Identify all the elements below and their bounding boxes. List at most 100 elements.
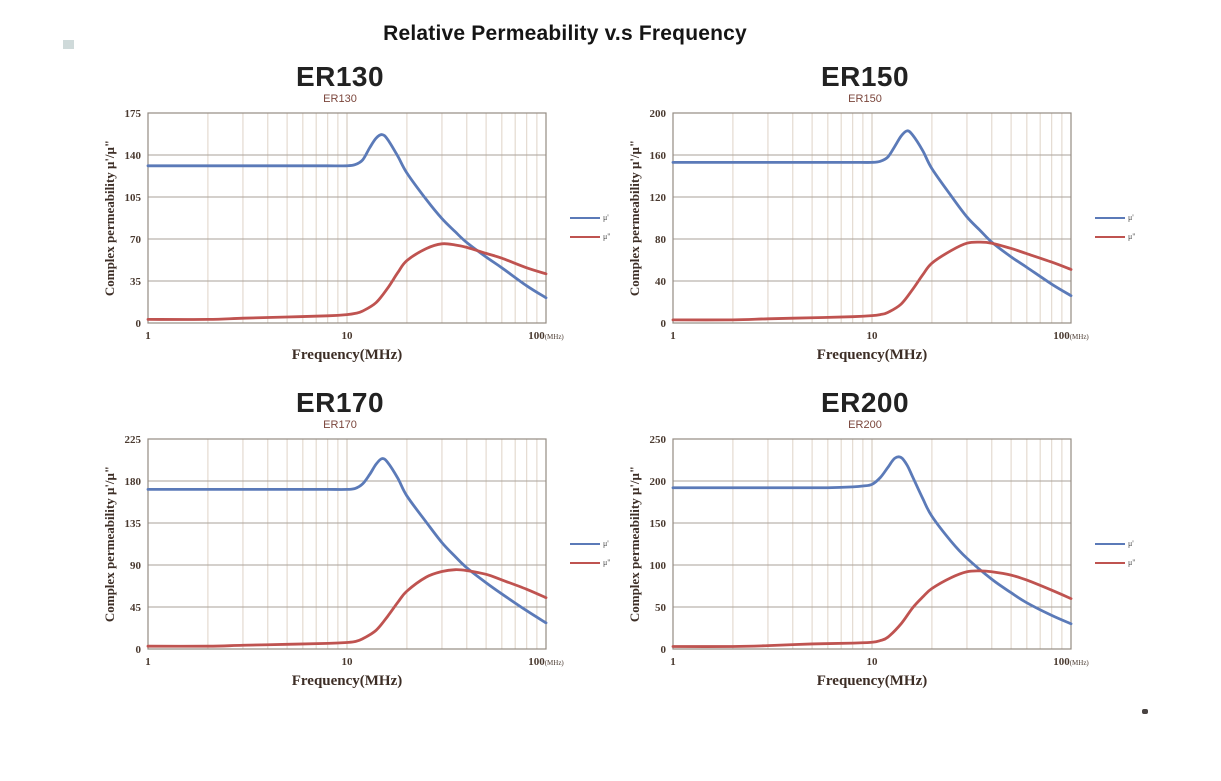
legend-label: μ": [603, 232, 611, 241]
x-tick-label: 10: [867, 330, 879, 342]
x-axis-label: Frequency(MHz): [817, 673, 928, 689]
x-tick-label: 100(MHz): [528, 656, 564, 668]
legend-label: μ": [1128, 558, 1136, 567]
y-tick-label: 70: [130, 234, 142, 246]
period-dot: [1142, 709, 1148, 714]
series-line-mu-double-prime: [671, 240, 1073, 322]
y-tick-label: 35: [130, 276, 142, 288]
legend-item-mu-double-prime: μ": [1095, 559, 1136, 567]
x-tick-label: 100(MHz): [1053, 330, 1089, 342]
series-line-mu-prime: [146, 457, 548, 625]
y-tick-label: 40: [655, 276, 667, 288]
y-tick-label: 200: [650, 476, 667, 488]
legend-label: μ": [603, 558, 611, 567]
x-tick-label: 100(MHz): [1053, 656, 1089, 668]
chart-title: ER130: [295, 61, 385, 92]
chart-legend: μ' μ": [570, 540, 611, 567]
chart-legend: μ' μ": [570, 214, 611, 241]
legend-label: μ': [603, 539, 609, 548]
chart-plot: 0 50 100 150 200 250 1 10 100(MHz) Frequency(MHz)…: [625, 433, 1105, 693]
chart-plot-svg: 0 50 100 150 200 250 1 10 100(MHz) Frequency(MHz)…: [627, 434, 1089, 689]
chart-title: ER200: [820, 387, 910, 418]
y-tick-label: 80: [655, 234, 667, 246]
chart-plot: 0 35 70 105 140 175 1 10 100(MHz) Frequency(MHz) C…: [100, 107, 580, 367]
legend-label: μ': [1128, 539, 1134, 548]
y-tick-label: 100: [650, 560, 667, 572]
y-tick-label: 180: [125, 476, 142, 488]
y-tick-label: 225: [125, 434, 142, 446]
legend-label: μ': [603, 213, 609, 222]
series-line-mu-double-prime: [146, 568, 548, 648]
chart-panel-er130: ER130 ER130 0 35 70 105 140 175 1 10 100(MHz) Fre…: [100, 62, 660, 392]
y-tick-label: 0: [661, 644, 667, 656]
legend-item-mu-double-prime: μ": [570, 559, 611, 567]
series-line-mu-double-prime: [671, 569, 1073, 648]
chart-title: ER150: [820, 61, 910, 92]
legend-item-mu-prime: μ': [570, 540, 611, 548]
series-line-mu-double-prime: [146, 242, 548, 321]
x-tick-label: 100(MHz): [528, 330, 564, 342]
plot-border: [147, 112, 547, 324]
y-tick-label: 175: [125, 108, 142, 120]
y-tick-label: 50: [655, 602, 667, 614]
chart-legend: μ' μ": [1095, 214, 1136, 241]
legend-item-mu-prime: μ': [1095, 540, 1136, 548]
chart-subtitle: ER150: [848, 93, 882, 105]
x-tick-label: 10: [342, 330, 354, 342]
chart-subtitle: ER200: [848, 419, 882, 431]
x-axis-label: Frequency(MHz): [817, 347, 928, 363]
x-axis-label: Frequency(MHz): [292, 673, 403, 689]
chart-subtitle: ER170: [323, 419, 357, 431]
chart-title: ER170: [295, 387, 385, 418]
mu-double-prime-line-icon: [1095, 236, 1125, 238]
x-tick-label: 1: [145, 330, 151, 342]
x-tick-label: 10: [342, 656, 354, 668]
chart-panel-er150: ER150 ER150 0 40 80 120 160 200 1 10 100(MHz) Fre…: [625, 62, 1185, 392]
series-line-mu-prime: [671, 455, 1073, 626]
legend-item-mu-prime: μ': [1095, 214, 1136, 222]
chart-subtitle: ER130: [323, 93, 357, 105]
y-tick-label: 150: [650, 518, 667, 530]
y-axis-label: Complex permeability μ'/μ": [102, 140, 117, 296]
y-axis-label: Complex permeability μ'/μ": [627, 466, 642, 622]
chart-plot: 0 40 80 120 160 200 1 10 100(MHz) Frequency(MHz) C…: [625, 107, 1105, 367]
y-tick-label: 160: [650, 150, 667, 162]
mu-prime-line-icon: [1095, 217, 1125, 219]
plot-border: [672, 438, 1072, 650]
y-tick-label: 135: [125, 518, 142, 530]
legend-label: μ': [1128, 213, 1134, 222]
mu-double-prime-line-icon: [570, 562, 600, 564]
y-axis-label: Complex permeability μ'/μ": [627, 140, 642, 296]
mu-prime-line-icon: [1095, 543, 1125, 545]
chart-panel-er170: ER170 ER170 0 45 90 135 180 225 1 10 100(MHz) Fre…: [100, 388, 660, 718]
mu-prime-line-icon: [570, 543, 600, 545]
x-tick-label: 1: [670, 330, 676, 342]
x-axis-label: Frequency(MHz): [292, 347, 403, 363]
y-tick-label: 120: [650, 192, 667, 204]
chart-plot-svg: 0 40 80 120 160 200 1 10 100(MHz) Frequency(MHz) C…: [627, 108, 1089, 363]
y-tick-label: 0: [136, 644, 142, 656]
plot-border: [672, 112, 1072, 324]
y-tick-label: 250: [650, 434, 667, 446]
y-tick-label: 140: [125, 150, 142, 162]
plot-border: [147, 438, 547, 650]
legend-item-mu-double-prime: μ": [1095, 233, 1136, 241]
y-tick-label: 200: [650, 108, 667, 120]
y-tick-label: 105: [125, 192, 142, 204]
mu-double-prime-line-icon: [1095, 562, 1125, 564]
chart-legend: μ' μ": [1095, 540, 1136, 567]
y-tick-label: 90: [130, 560, 142, 572]
x-tick-label: 1: [145, 656, 151, 668]
page-title: Relative Permeability v.s Frequency: [383, 22, 747, 46]
x-tick-label: 1: [670, 656, 676, 668]
mu-prime-line-icon: [570, 217, 600, 219]
legend-item-mu-prime: μ': [570, 214, 611, 222]
y-tick-label: 0: [661, 318, 667, 330]
x-tick-label: 10: [867, 656, 879, 668]
y-axis-label: Complex permeability μ'/μ": [102, 466, 117, 622]
chart-plot-svg: 0 35 70 105 140 175 1 10 100(MHz) Frequency(MHz) C…: [102, 108, 564, 363]
scan-artifact-mark: [63, 40, 74, 49]
chart-panel-er200: ER200 ER200 0 50 100 150 200 250 1 10 100(MHz) Fr…: [625, 388, 1185, 718]
y-tick-label: 45: [130, 602, 142, 614]
series-line-mu-prime: [146, 133, 548, 300]
